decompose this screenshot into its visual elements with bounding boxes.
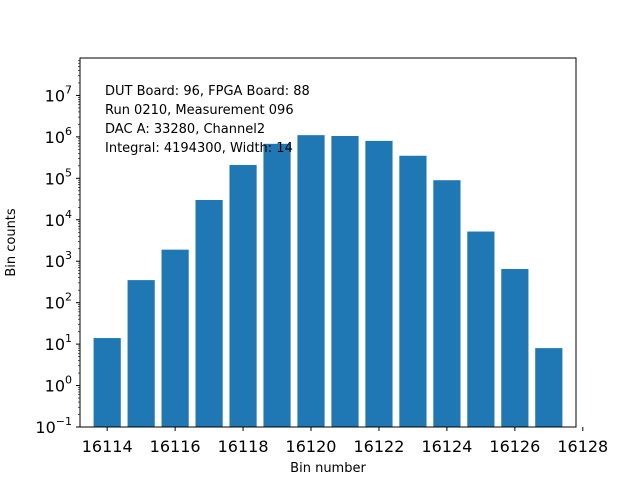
bar-16114	[93, 338, 121, 427]
y-tick-label-1e-1: 10−1	[35, 415, 72, 437]
x-tick-label-16120: 16120	[286, 437, 337, 456]
y-axis-ticks: 10−1 100 101 102 103 104 105 106 107	[35, 60, 80, 437]
y-axis-label: Bin counts	[4, 208, 19, 277]
bar-16126	[501, 268, 529, 427]
annotation-line-1: DUT Board: 96, FPGA Board: 88	[105, 84, 310, 99]
annotation-block: DUT Board: 96, FPGA Board: 88 Run 0210, M…	[105, 84, 310, 156]
annotation-line-4: Integral: 4194300, Width: 14	[105, 141, 293, 156]
x-axis-ticks: 16114 16116 16118 16120 16122 16124 16126 16128	[82, 427, 608, 456]
y-tick-label-1e6: 106	[45, 125, 72, 147]
annotation-line-2: Run 0210, Measurement 096	[105, 103, 294, 118]
x-tick-label-16114: 16114	[82, 437, 133, 456]
bar-16119	[263, 143, 291, 427]
bars-group	[93, 135, 563, 427]
bar-16123	[399, 155, 427, 427]
x-tick-label-16126: 16126	[489, 437, 540, 456]
x-tick-label-16116: 16116	[150, 437, 201, 456]
bar-16122	[365, 140, 393, 427]
y-tick-label-1e0: 100	[45, 374, 72, 396]
y-tick-label-1e3: 103	[45, 249, 72, 271]
bar-16115	[127, 280, 155, 427]
bar-16127	[535, 348, 563, 427]
y-tick-label-1e7: 107	[45, 83, 72, 105]
bar-16120	[297, 135, 325, 427]
plot-frame	[79, 57, 577, 428]
x-axis-label: Bin number	[290, 461, 366, 476]
bar-16116	[161, 249, 189, 427]
y-tick-label-1e1: 101	[45, 332, 72, 354]
bar-16125	[467, 231, 495, 427]
y-tick-label-1e5: 105	[45, 166, 72, 188]
y-tick-label-1e4: 104	[45, 208, 72, 230]
x-tick-label-16128: 16128	[557, 437, 608, 456]
annotation-line-3: DAC A: 33280, Channel2	[105, 122, 265, 137]
bar-16121	[331, 136, 359, 427]
x-tick-label-16122: 16122	[354, 437, 405, 456]
y-tick-label-1e2: 102	[45, 291, 72, 313]
bar-16124	[433, 180, 461, 427]
bar-16118	[229, 164, 257, 427]
x-tick-label-16124: 16124	[421, 437, 472, 456]
bar-16117	[195, 199, 223, 427]
x-tick-label-16118: 16118	[218, 437, 269, 456]
